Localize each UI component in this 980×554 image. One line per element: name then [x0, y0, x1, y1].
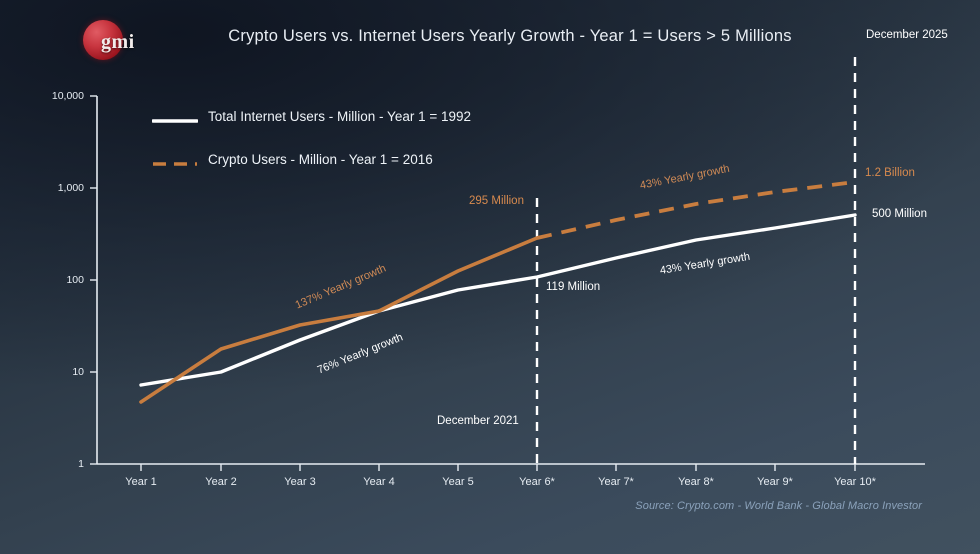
y-tick-label-1000: 1,000 [57, 182, 84, 194]
y-tick-label-10: 10 [72, 366, 84, 378]
series-internet-users-line [139, 213, 857, 387]
series-crypto-users-line-actual [139, 236, 539, 404]
x-tick-label-year-6: Year 6* [519, 476, 555, 488]
legend-label-crypto: Crypto Users - Million - Year 1 = 2016 [208, 152, 433, 167]
legend-label-internet: Total Internet Users - Million - Year 1 … [208, 109, 472, 124]
vline-label-december-2025: December 2025 [866, 29, 948, 41]
x-tick-label-year-10: Year 10* [834, 476, 876, 488]
x-tick-label-year-8: Year 8* [678, 476, 714, 488]
y-tick-label-10000: 10,000 [51, 90, 84, 102]
gmi-wordmark: gmi [101, 31, 135, 53]
y-axis-ticks [90, 95, 97, 465]
chart-title: Crypto Users vs. Internet Users Yearly G… [228, 27, 792, 45]
callout-crypto-1-2-billion: 1.2 Billion [865, 167, 915, 179]
x-tick-label-year-1: Year 1 [125, 476, 157, 488]
gmi-logo: gmi [83, 20, 145, 62]
x-tick-label-year-2: Year 2 [205, 476, 237, 488]
x-axis-ticks [140, 464, 856, 471]
gmi-sphere-icon [83, 20, 123, 60]
y-tick-label-100: 100 [66, 274, 84, 286]
source-attribution: Source: Crypto.com - World Bank - Global… [635, 500, 922, 512]
x-tick-label-year-7: Year 7* [598, 476, 634, 488]
x-tick-label-year-9: Year 9* [757, 476, 793, 488]
vline-label-december-2021: December 2021 [437, 415, 519, 427]
y-tick-label-1: 1 [78, 458, 84, 470]
callout-internet-119-million: 119 Million [546, 281, 601, 293]
callout-crypto-295-million: 295 Million [469, 195, 524, 207]
x-tick-label-year-5: Year 5 [442, 476, 474, 488]
legend-solid-line-icon [152, 119, 198, 123]
series-crypto-users-line-forecast [536, 180, 856, 240]
x-tick-label-year-4: Year 4 [363, 476, 395, 488]
x-tick-label-year-3: Year 3 [284, 476, 316, 488]
legend-dashed-line-icon [153, 162, 197, 166]
callout-internet-500-million: 500 Million [872, 208, 927, 220]
